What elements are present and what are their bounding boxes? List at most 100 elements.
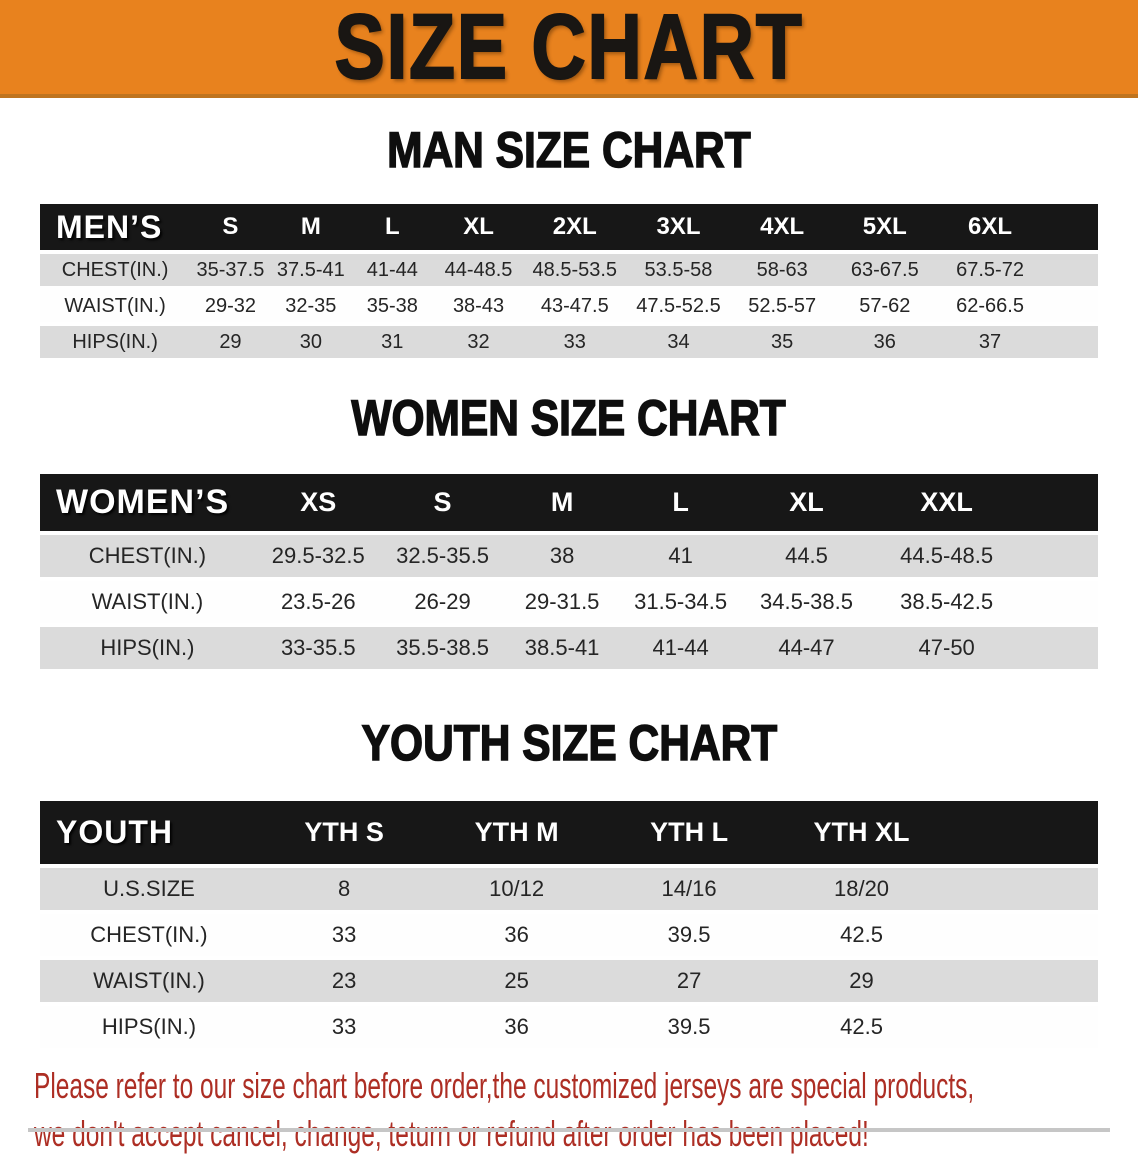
- men-section-title-text: MAN SIZE CHART: [387, 122, 752, 178]
- size-value-cell: 47.5-52.5: [626, 286, 731, 322]
- size-value-cell: 39.5: [602, 910, 776, 956]
- size-value-cell: 41-44: [620, 623, 741, 669]
- size-value-cell: 31: [351, 322, 434, 358]
- size-value-cell: 29: [190, 322, 271, 358]
- row-label: WAIST(IN.): [40, 286, 191, 322]
- women-section-title: WOMEN SIZE CHART: [0, 391, 1138, 454]
- size-value-cell: 33: [257, 1002, 431, 1048]
- size-value-cell: 63-67.5: [833, 250, 937, 286]
- size-column-header: YTH S: [257, 801, 431, 864]
- table-header-label: YOUTH: [40, 801, 258, 864]
- women-size-table: WOMEN’S XS S M L XL XXL CHEST(IN.) 29.5-32.5 32.5…: [40, 474, 1098, 669]
- size-column-header: 5XL: [833, 204, 937, 250]
- banner-title: SIZE CHART: [334, 0, 804, 98]
- youth-size-chart-section: YOUTH SIZE CHART YOUTH YTH S YTH M YTH L YTH…: [0, 716, 1138, 1048]
- header-filler: [1044, 204, 1098, 250]
- size-value-cell: 32.5-35.5: [381, 531, 504, 577]
- row-label: HIPS(IN.): [40, 322, 191, 358]
- size-value-cell: 47-50: [872, 623, 1021, 669]
- size-value-cell: 36: [430, 1002, 603, 1048]
- header-filler: [947, 801, 1098, 864]
- size-value-cell: 29-31.5: [503, 577, 621, 623]
- men-size-table: MEN’S S M L XL 2XL 3XL 4XL 5XL 6XL CHEST(IN.) 35-37…: [40, 204, 1098, 358]
- size-value-cell: 23: [257, 956, 431, 1002]
- size-value-cell: 18/20: [775, 864, 948, 910]
- size-value-cell: 39.5: [602, 1002, 776, 1048]
- size-value-cell: 38: [503, 531, 621, 577]
- size-value-cell: 62-66.5: [936, 286, 1044, 322]
- size-column-header: YTH L: [602, 801, 776, 864]
- size-column-header: L: [351, 204, 434, 250]
- size-value-cell: 42.5: [775, 910, 948, 956]
- size-value-cell: 29: [775, 956, 948, 1002]
- cell-filler: [1020, 531, 1098, 577]
- size-value-cell: 42.5: [775, 1002, 948, 1048]
- size-value-cell: 35: [730, 322, 834, 358]
- table-row: WAIST(IN.) 29-32 32-35 35-38 38-43 43-47.5 47.…: [40, 286, 1098, 322]
- size-value-cell: 44-47: [740, 623, 873, 669]
- youth-section-title: YOUTH SIZE CHART: [0, 716, 1138, 779]
- size-value-cell: 52.5-57: [730, 286, 834, 322]
- row-label: U.S.SIZE: [40, 864, 258, 910]
- size-column-header: YTH M: [430, 801, 603, 864]
- men-size-chart-section: MAN SIZE CHART MEN’S S M L XL 2XL 3XL 4XL 5XL 6XL…: [0, 122, 1138, 358]
- size-column-header: XL: [740, 474, 873, 531]
- table-row: CHEST(IN.) 35-37.5 37.5-41 41-44 44-48.5 48.5…: [40, 250, 1098, 286]
- disclaimer-line-1: Please refer to our size chart before or…: [34, 1065, 975, 1106]
- size-value-cell: 48.5-53.5: [523, 250, 627, 286]
- size-value-cell: 34: [626, 322, 731, 358]
- table-row: HIPS(IN.) 33-35.5 35.5-38.5 38.5-41 41-44 44-…: [40, 623, 1098, 669]
- size-column-header: 3XL: [626, 204, 731, 250]
- size-value-cell: 44-48.5: [433, 250, 524, 286]
- size-value-cell: 29.5-32.5: [254, 531, 382, 577]
- cell-filler: [947, 910, 1098, 956]
- size-column-header: 2XL: [523, 204, 627, 250]
- row-label: HIPS(IN.): [40, 623, 255, 669]
- cell-filler: [947, 1002, 1098, 1048]
- size-value-cell: 10/12: [430, 864, 603, 910]
- table-row: WAIST(IN.) 23 25 27 29: [40, 956, 1098, 1002]
- size-value-cell: 23.5-26: [254, 577, 382, 623]
- size-value-cell: 38.5-42.5: [872, 577, 1021, 623]
- cell-filler: [947, 956, 1098, 1002]
- table-row: CHEST(IN.) 33 36 39.5 42.5: [40, 910, 1098, 956]
- size-value-cell: 31.5-34.5: [620, 577, 741, 623]
- size-value-cell: 33: [257, 910, 431, 956]
- size-value-cell: 57-62: [833, 286, 937, 322]
- size-column-header: YTH XL: [775, 801, 948, 864]
- size-value-cell: 37: [936, 322, 1044, 358]
- size-column-header: XS: [254, 474, 382, 531]
- size-column-header: XXL: [872, 474, 1021, 531]
- cell-filler: [947, 864, 1098, 910]
- size-chart-banner: SIZE CHART: [0, 0, 1138, 98]
- header-filler: [1020, 474, 1098, 531]
- size-value-cell: 33-35.5: [254, 623, 382, 669]
- row-label: CHEST(IN.): [40, 531, 255, 577]
- size-value-cell: 36: [833, 322, 937, 358]
- table-header-row: YOUTH YTH S YTH M YTH L YTH XL: [40, 801, 1098, 864]
- cell-filler: [1044, 250, 1098, 286]
- table-row: WAIST(IN.) 23.5-26 26-29 29-31.5 31.5-34.5 34…: [40, 577, 1098, 623]
- size-value-cell: 32: [433, 322, 524, 358]
- size-column-header: 6XL: [936, 204, 1044, 250]
- size-value-cell: 37.5-41: [270, 250, 352, 286]
- table-row: U.S.SIZE 8 10/12 14/16 18/20: [40, 864, 1098, 910]
- size-value-cell: 38.5-41: [503, 623, 621, 669]
- size-value-cell: 25: [430, 956, 603, 1002]
- size-value-cell: 35.5-38.5: [381, 623, 504, 669]
- size-column-header: L: [620, 474, 741, 531]
- size-value-cell: 43-47.5: [523, 286, 627, 322]
- size-column-header: 4XL: [730, 204, 834, 250]
- row-label: WAIST(IN.): [40, 577, 255, 623]
- row-label: HIPS(IN.): [40, 1002, 258, 1048]
- table-row: CHEST(IN.) 29.5-32.5 32.5-35.5 38 41 44.5 44.5…: [40, 531, 1098, 577]
- size-value-cell: 67.5-72: [936, 250, 1044, 286]
- disclaimer-text: Please refer to our size chart before or…: [34, 1062, 1138, 1158]
- size-column-header: M: [270, 204, 352, 250]
- size-column-header: XL: [433, 204, 524, 250]
- size-value-cell: 53.5-58: [626, 250, 731, 286]
- women-size-chart-section: WOMEN SIZE CHART WOMEN’S XS S M L XL XXL CHEST(…: [0, 391, 1138, 669]
- size-column-header: S: [381, 474, 504, 531]
- disclaimer-line-2: we don't accept cancel, change, teturn o…: [34, 1113, 869, 1154]
- table-row: HIPS(IN.) 33 36 39.5 42.5: [40, 1002, 1098, 1048]
